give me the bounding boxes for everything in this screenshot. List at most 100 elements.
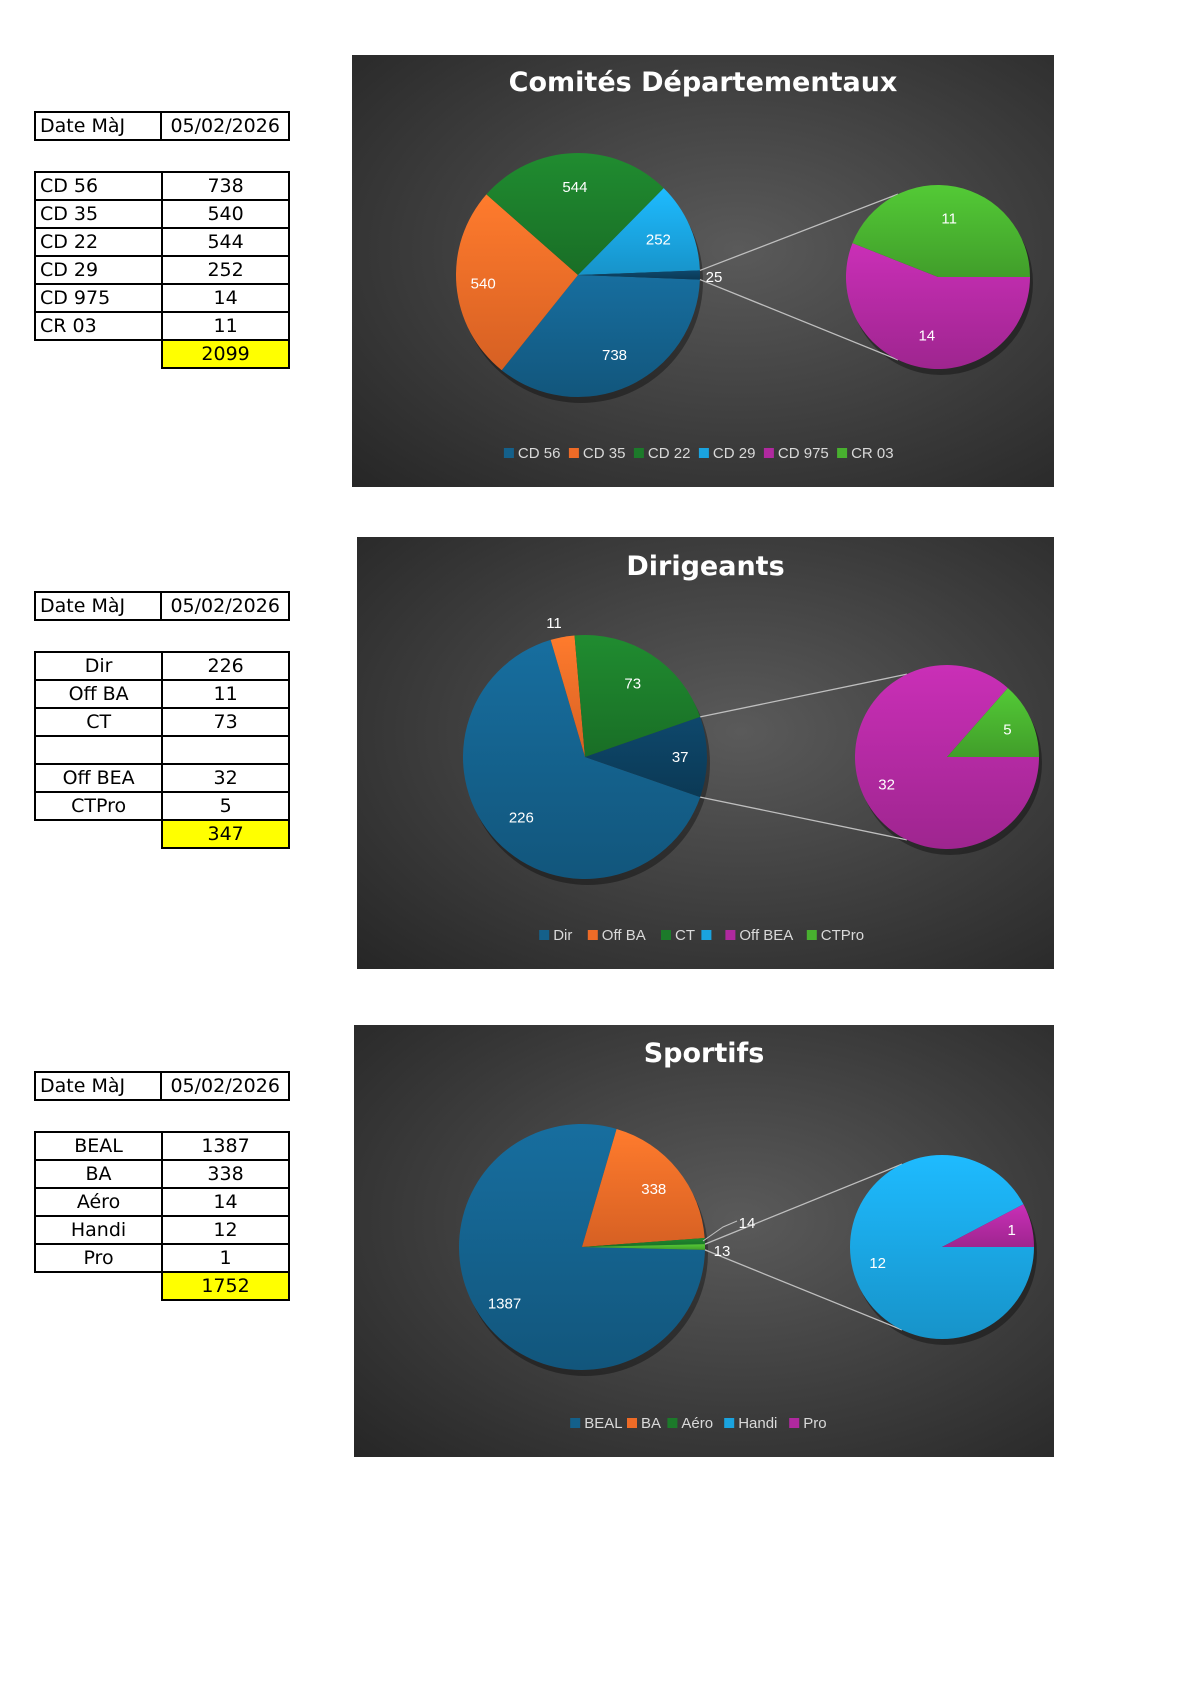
pie-slice [578, 270, 700, 280]
total-value: 1752 [161, 1271, 290, 1301]
row-label: Off BEA [33, 763, 164, 793]
pie-slice [578, 188, 700, 275]
legend-swatch [806, 930, 817, 940]
data-label: 14 [918, 328, 935, 345]
data-label: 11 [941, 210, 957, 227]
legend-swatch [587, 930, 598, 940]
table-row: CD 35 540 [33, 199, 290, 229]
row-value: 12 [161, 1215, 290, 1245]
legend-swatch [661, 930, 671, 940]
pie-slice [501, 275, 700, 397]
data-label: 14 [739, 1215, 756, 1232]
row-label: CD 975 [33, 283, 164, 313]
data-label: 73 [624, 675, 641, 692]
pie-slice [582, 1244, 705, 1250]
row-label: CD 35 [33, 199, 164, 229]
date-label: Date MàJ [33, 111, 163, 141]
total-row: 1752 [35, 1271, 290, 1301]
connector-line [699, 193, 899, 272]
row-label: Off BA [33, 679, 164, 709]
total-value: 347 [161, 819, 290, 849]
table-row: CD 22 544 [33, 227, 290, 257]
secondary-pie-slice [942, 1204, 1034, 1247]
secondary-pie-slice [846, 243, 1030, 369]
legend-swatch [539, 930, 550, 940]
data-label: 738 [602, 347, 627, 364]
row-label: CR 03 [33, 311, 164, 341]
legend-label: Aéro [681, 1415, 713, 1432]
legend-label: CR 03 [851, 445, 894, 462]
data-label: 252 [646, 232, 671, 249]
row-label: Aéro [33, 1187, 164, 1217]
sport-values-table: BEAL 1387 BA 338 Aéro 14 Handi 12 Pro 1 1752 [33, 1131, 290, 1301]
table-row: CT 73 [33, 707, 290, 737]
legend-swatch [667, 1418, 678, 1428]
row-value: 5 [161, 791, 290, 821]
table-row: CD 29 252 [33, 255, 290, 285]
data-label: 1 [1008, 1222, 1016, 1239]
row-label: CTPro [33, 791, 164, 821]
legend-label: Pro [803, 1415, 826, 1432]
row-label: CD 22 [33, 227, 164, 257]
row-value: 540 [161, 199, 290, 229]
table-row: Off BEA 32 [33, 763, 290, 793]
legend-label: Off BA [602, 927, 646, 944]
secondary-pie-slice [855, 665, 1039, 849]
legend-swatch [698, 448, 709, 458]
legend-label: CD 975 [778, 445, 829, 462]
row-label: BA [33, 1159, 164, 1189]
total-value: 2099 [161, 339, 290, 369]
pie-of-pie-chart: Sportifs 1387 338 14 13 12 1 BEAL BA Aéro Handi Pro [458, 1038, 1037, 1432]
data-label: 544 [562, 179, 587, 196]
pie-slice [486, 153, 664, 275]
connector-line [700, 796, 908, 841]
row-label: BEAL [33, 1131, 164, 1161]
row-value [161, 735, 290, 765]
legend-label: CD 35 [583, 445, 626, 462]
date-value: 05/02/2026 [160, 1071, 290, 1101]
pie-slice [462, 639, 701, 879]
row-value: 1387 [161, 1131, 290, 1161]
total-row: 347 [35, 819, 290, 849]
legend-label: CT [675, 927, 695, 944]
row-value: 226 [161, 651, 290, 681]
pie-slice [582, 1128, 705, 1247]
legend-label: Handi [738, 1415, 777, 1432]
dir-values-table: Dir 226 Off BA 11 CT 73 Off BEA 32 CTPro 5 34… [33, 651, 290, 849]
legend-swatch [763, 448, 774, 458]
pie-slice [582, 1237, 705, 1247]
pie-slice [574, 635, 701, 757]
row-label: Dir [33, 651, 164, 681]
table-row [33, 735, 290, 765]
row-value: 73 [161, 707, 290, 737]
chart-comites: Comités Départementaux 738 540 544 252 25 14 11… [352, 55, 1054, 487]
legend-swatch [503, 448, 514, 458]
pie-slice [458, 1124, 705, 1370]
table-row: BEAL 1387 [33, 1131, 290, 1161]
connector-line [704, 1249, 903, 1331]
row-value: 252 [161, 255, 290, 285]
legend: BEAL BA Aéro Handi Pro [570, 1415, 827, 1432]
legend-label: CD 29 [713, 445, 756, 462]
pie-of-pie-chart: Dirigeants 226 11 73 37 32 5 Dir Off BA CT Off BEA… [462, 551, 1042, 944]
row-label: CD 29 [33, 255, 164, 285]
row-value: 338 [161, 1159, 290, 1189]
table-row: CR 03 11 [33, 311, 290, 341]
row-value: 738 [161, 171, 290, 201]
table-row: Aéro 14 [33, 1187, 290, 1217]
data-label: 5 [1003, 722, 1011, 739]
legend-swatch [570, 1418, 581, 1428]
leader-line [702, 1220, 738, 1242]
secondary-pie-slice [852, 184, 1030, 277]
legend-label: BA [641, 1415, 661, 1432]
cd-date-table: Date MàJ 05/02/2026 [33, 111, 290, 141]
row-value: 11 [161, 311, 290, 341]
chart-dirigeants: Dirigeants 226 11 73 37 32 5 Dir Off BA CT Off BEA… [357, 537, 1054, 969]
secondary-pie-slice [947, 687, 1039, 757]
table-row: Handi 12 [33, 1215, 290, 1245]
legend-label: BEAL [584, 1415, 622, 1432]
chart-title: Comités Départementaux [509, 67, 898, 98]
row-label: Pro [33, 1243, 164, 1273]
legend-label: CD 56 [518, 445, 561, 462]
chart-sportifs: Sportifs 1387 338 14 13 12 1 BEAL BA Aéro Handi Pro [354, 1025, 1054, 1457]
